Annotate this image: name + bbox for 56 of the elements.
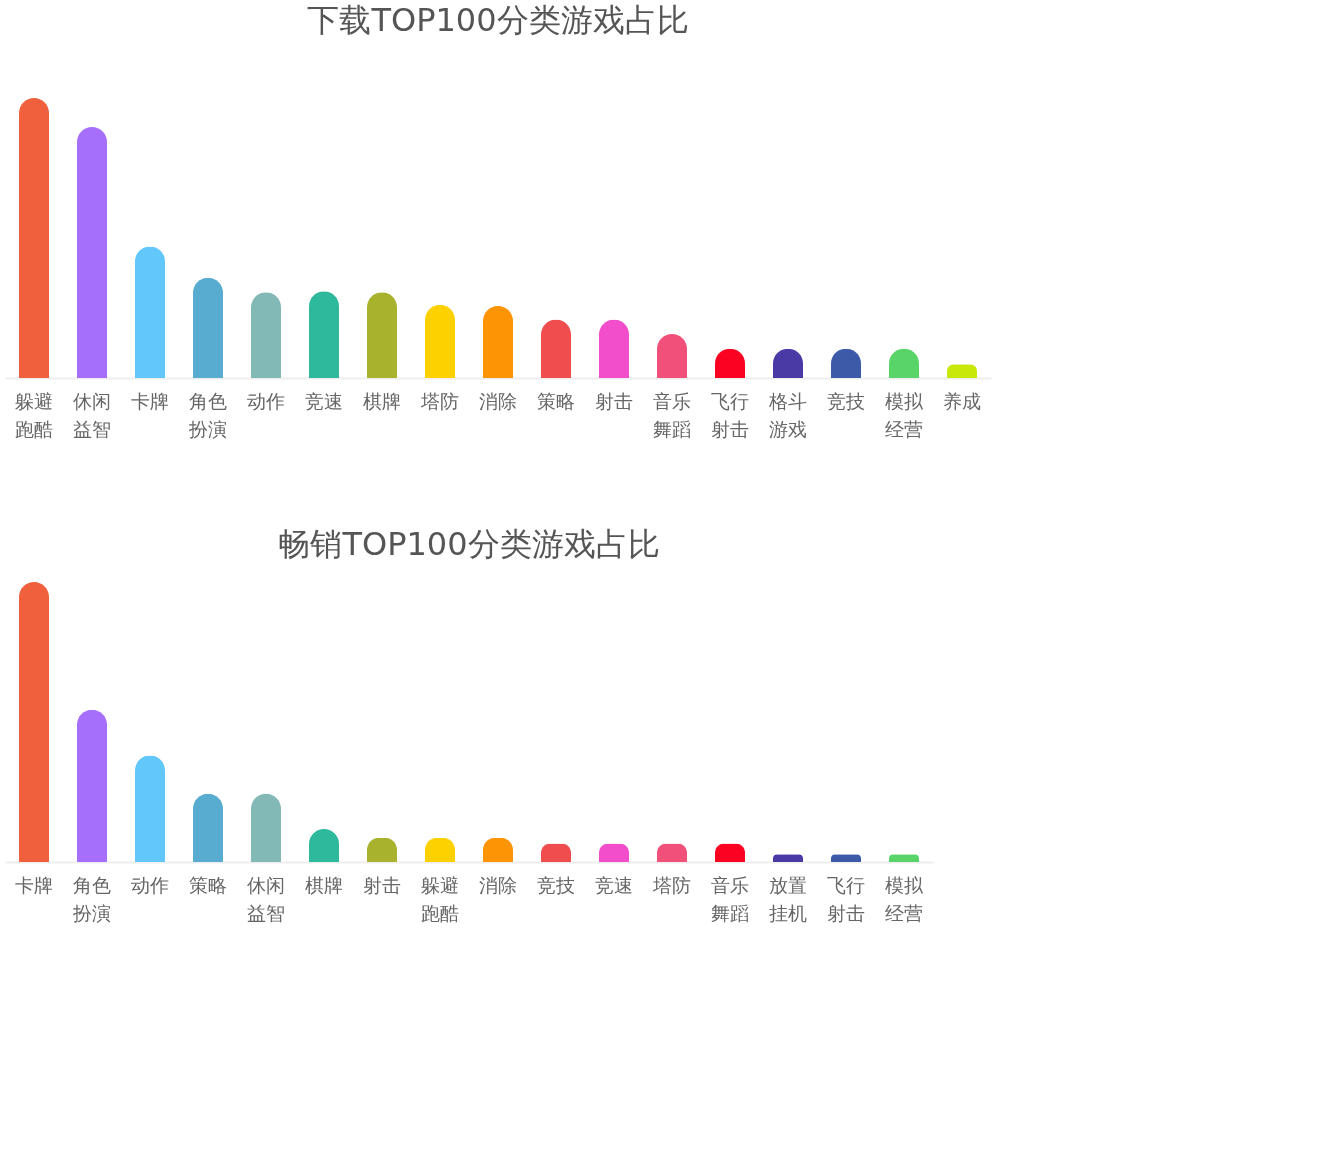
bar: [425, 304, 455, 378]
bar: [135, 246, 165, 378]
chart-title: 下载TOP100分类游戏占比: [307, 1, 689, 39]
chart-title: 畅销TOP100分类游戏占比: [278, 525, 660, 563]
bar: [483, 306, 513, 378]
x-tick-label: 射击: [363, 873, 401, 896]
x-tick-label: 消除: [479, 389, 517, 412]
x-tick-label: 休闲益智: [73, 389, 111, 440]
bar: [599, 319, 629, 378]
x-tick-label: 竞技: [537, 873, 575, 896]
bar: [715, 843, 745, 862]
x-tick-label: 躲避跑酷: [15, 389, 53, 440]
bar: [309, 291, 339, 378]
bar: [657, 843, 687, 862]
bar: [135, 755, 165, 862]
x-tick-label: 角色扮演: [188, 389, 227, 440]
bar: [193, 793, 223, 862]
x-tick-label: 角色扮演: [72, 873, 111, 924]
bar: [77, 709, 107, 862]
bar: [657, 334, 687, 378]
x-tick-label: 射击: [595, 389, 633, 412]
x-tick-label: 竞速: [595, 873, 633, 896]
bar: [251, 793, 281, 862]
x-tick-label: 塔防: [420, 389, 459, 412]
bar: [19, 582, 49, 862]
x-tick-label: 卡牌: [15, 873, 53, 896]
bar: [19, 98, 49, 378]
bar: [193, 277, 223, 378]
bar: [251, 292, 281, 378]
x-tick-label: 飞行射击: [827, 873, 865, 924]
x-tick-label: 策略: [537, 389, 575, 412]
bar: [367, 292, 397, 378]
x-tick-label: 棋牌: [305, 873, 343, 896]
x-tick-label: 竞技: [827, 389, 865, 412]
x-tick-label: 模拟经营: [885, 873, 924, 924]
x-tick-label: 动作: [247, 389, 285, 412]
bar: [77, 127, 107, 378]
x-tick-label: 躲避跑酷: [421, 873, 459, 924]
x-tick-label: 音乐舞蹈: [711, 873, 749, 924]
x-tick-label: 格斗游戏: [768, 389, 807, 440]
x-tick-label: 养成: [943, 389, 981, 412]
bar: [599, 843, 629, 862]
x-tick-label: 音乐舞蹈: [653, 389, 691, 440]
x-tick-label: 策略: [189, 873, 227, 896]
x-tick-label: 放置挂机: [769, 873, 807, 924]
x-tick-label: 休闲益智: [247, 873, 285, 924]
bar: [541, 319, 571, 378]
x-tick-label: 棋牌: [363, 389, 401, 412]
x-tick-label: 消除: [479, 873, 517, 896]
bar: [541, 843, 571, 862]
x-tick-label: 动作: [131, 873, 169, 896]
x-tick-label: 卡牌: [131, 389, 169, 412]
x-tick-label: 模拟经营: [885, 389, 924, 440]
x-tick-label: 塔防: [652, 873, 691, 896]
x-tick-label: 飞行射击: [711, 389, 749, 440]
x-tick-label: 竞速: [305, 389, 343, 412]
